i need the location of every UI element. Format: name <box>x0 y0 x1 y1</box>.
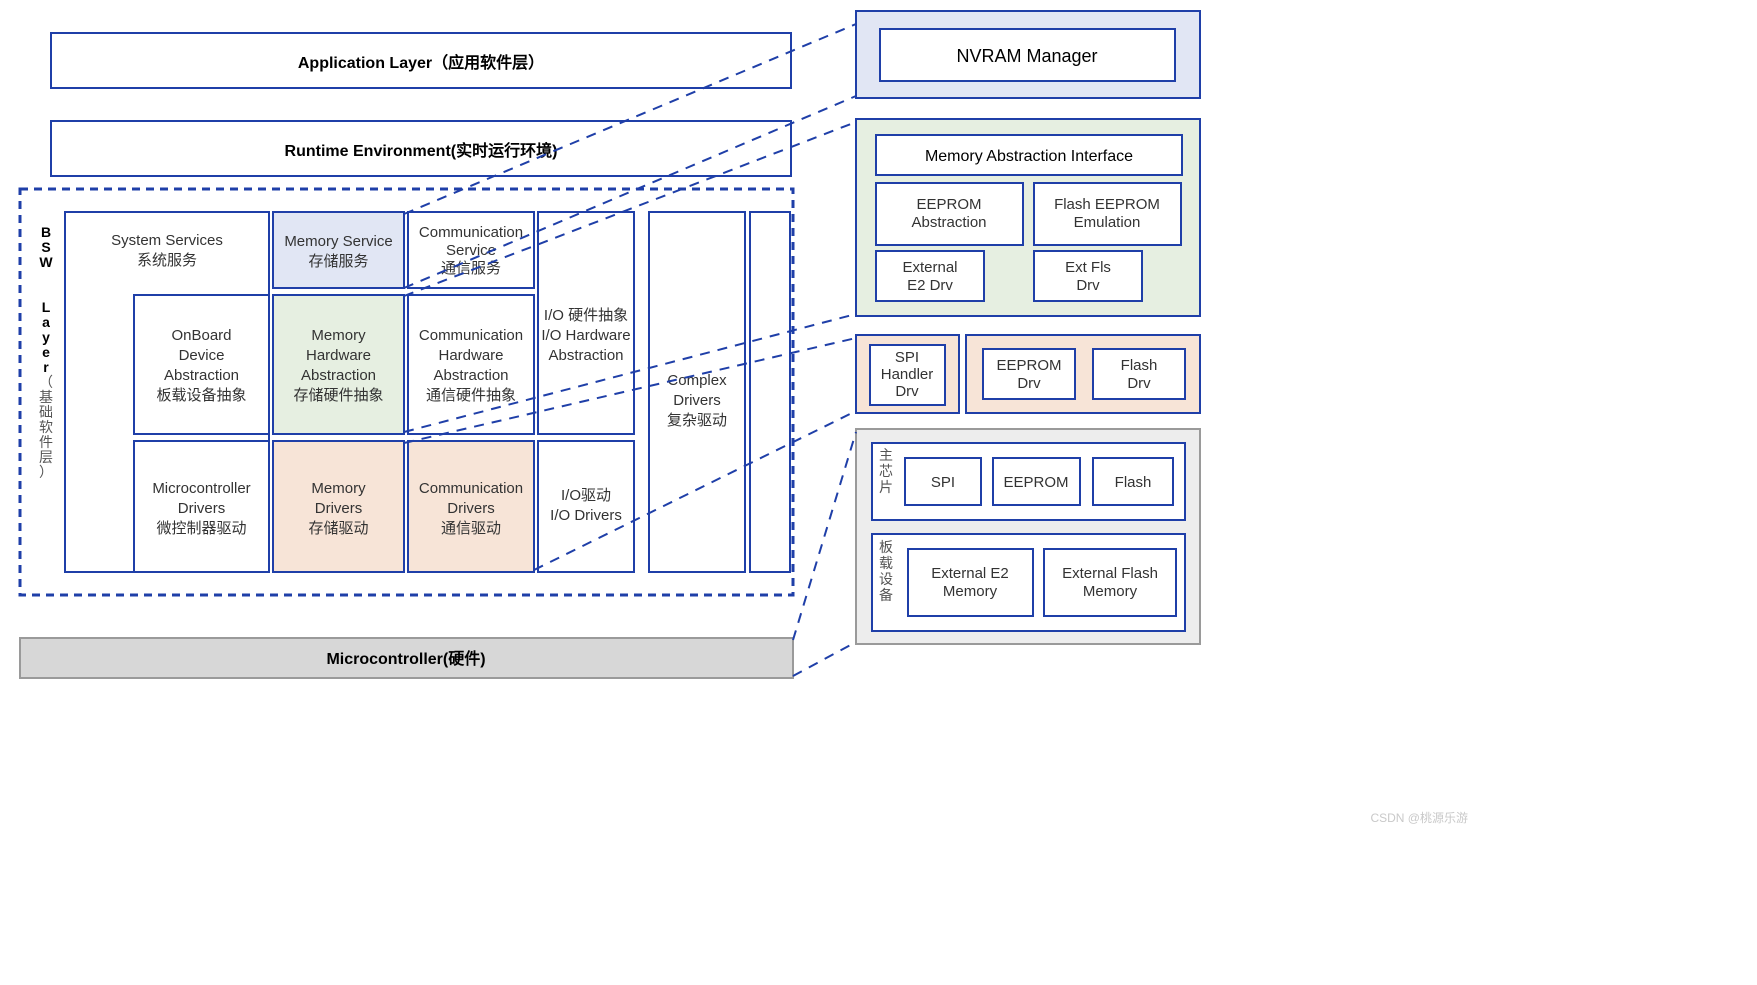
svg-text:S: S <box>41 239 50 255</box>
svg-text:r: r <box>43 359 49 375</box>
label: Memory <box>311 480 366 497</box>
svg-text:础: 础 <box>39 404 53 420</box>
svg-text:基: 基 <box>39 389 53 405</box>
watermark: CSDN @桃源乐游 <box>1370 810 1468 825</box>
memory-service <box>273 212 404 288</box>
label: 复杂驱动 <box>667 411 727 429</box>
svg-text:W: W <box>39 254 53 270</box>
app-layer-title: Application Layer（应用软件层） <box>298 53 544 72</box>
label: Service <box>446 242 496 259</box>
architecture-diagram: Application Layer（应用软件层） Runtime Environm… <box>0 0 1478 829</box>
svg-text:件: 件 <box>39 434 53 450</box>
label: Communication <box>419 327 523 344</box>
label: OnBoard <box>171 327 231 344</box>
mcu-title: Microcontroller(硬件) <box>326 649 485 668</box>
memory-hw-abstraction <box>273 295 404 434</box>
label: Abstraction <box>301 367 376 384</box>
label: Drv <box>1017 375 1041 392</box>
label: E2 Drv <box>907 277 953 294</box>
label: EEPROM <box>996 357 1061 374</box>
label: Memory Service <box>284 233 392 250</box>
label: Flash <box>1121 357 1158 374</box>
label: Abstraction <box>433 367 508 384</box>
svg-text:软: 软 <box>39 419 53 435</box>
label: Emulation <box>1074 214 1141 231</box>
label: External Flash <box>1062 565 1158 582</box>
svg-text:y: y <box>42 329 50 345</box>
label: Flash EEPROM <box>1054 196 1160 213</box>
label: I/O Drivers <box>550 507 622 524</box>
svg-text:（: （ <box>39 374 53 390</box>
label: 通信硬件抽象 <box>426 387 516 404</box>
svg-text:片: 片 <box>879 479 893 495</box>
label: 系统服务 <box>137 252 197 269</box>
label: Hardware <box>306 347 371 364</box>
label: EEPROM <box>916 196 981 213</box>
label: Device <box>179 347 225 364</box>
nvram-title: NVRAM Manager <box>956 46 1097 66</box>
label: Hardware <box>438 347 503 364</box>
label: 板载设备抽象 <box>156 386 246 404</box>
label: Handler <box>881 366 934 383</box>
label: Drivers <box>178 500 226 517</box>
label: 微控制器驱动 <box>156 520 246 537</box>
label: 存储服务 <box>308 253 368 270</box>
label: Memory <box>1083 583 1138 600</box>
label: Memory <box>311 327 366 344</box>
chip-label: 主芯片 <box>879 447 893 495</box>
label: I/O 硬件抽象 <box>544 307 628 324</box>
complex-drivers-extra <box>750 212 790 572</box>
label: I/O Hardware <box>541 327 630 344</box>
mem-abs-if-title: Memory Abstraction Interface <box>925 148 1133 165</box>
onboard-abstraction <box>134 295 269 434</box>
label: Communication <box>419 224 523 241</box>
label: Drv <box>1076 277 1100 294</box>
rte-title: Runtime Environment(实时运行环境) <box>285 141 558 160</box>
svg-text:）: ） <box>39 464 53 480</box>
svg-text:L: L <box>42 299 51 315</box>
label: 存储硬件抽象 <box>293 387 383 404</box>
label: Drivers <box>673 392 721 409</box>
label: System Services <box>111 232 223 249</box>
label: Abstraction <box>548 347 623 364</box>
label: SPI <box>895 349 919 366</box>
label: Drivers <box>447 500 495 517</box>
svg-text:层: 层 <box>39 449 53 465</box>
label: Ext Fls <box>1065 259 1111 276</box>
label: 存储驱动 <box>308 520 368 537</box>
label: Memory <box>943 583 998 600</box>
svg-text:设: 设 <box>879 571 893 587</box>
label: I/O驱动 <box>561 487 611 504</box>
svg-text:e: e <box>42 344 50 360</box>
label: EEPROM <box>1003 474 1068 491</box>
svg-text:主: 主 <box>879 447 893 463</box>
svg-text:B: B <box>41 224 51 240</box>
svg-text:载: 载 <box>879 555 893 571</box>
svg-text:备: 备 <box>879 587 893 603</box>
label: Microcontroller <box>152 480 250 497</box>
label: SPI <box>931 474 955 491</box>
comm-hw-abstraction <box>408 295 534 434</box>
board-label: 板载设备 <box>879 539 893 603</box>
label: Abstraction <box>164 367 239 384</box>
bsw-vertical-label: BSW Layer（基础软件层） <box>39 224 53 480</box>
label: Drv <box>895 383 919 400</box>
svg-text:板: 板 <box>879 539 893 555</box>
label: Drv <box>1127 375 1151 392</box>
svg-text:a: a <box>42 314 50 330</box>
label: External <box>902 259 957 276</box>
label: External E2 <box>931 565 1009 582</box>
svg-text:芯: 芯 <box>879 463 893 479</box>
label: Flash <box>1115 474 1152 491</box>
label: Communication <box>419 480 523 497</box>
label: Drivers <box>315 500 363 517</box>
label: 通信驱动 <box>441 520 501 537</box>
label: Abstraction <box>911 214 986 231</box>
